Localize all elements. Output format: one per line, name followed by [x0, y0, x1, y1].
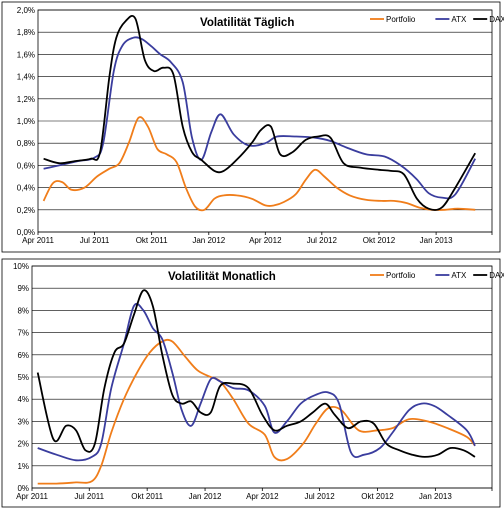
x-tick-label: Jul 2011 [80, 236, 110, 245]
legend-label-atx: ATX [451, 271, 467, 280]
series-line-dax [43, 15, 476, 211]
y-tick-label: 4% [17, 395, 29, 404]
y-tick-label: 5% [17, 373, 29, 382]
y-tick-label: 1,2% [17, 95, 35, 104]
y-tick-label: 3% [17, 417, 29, 426]
y-tick-label: 2% [17, 440, 29, 449]
series-line-portfolio [37, 338, 476, 485]
y-tick-label: 0% [17, 484, 29, 493]
y-tick-label: 6% [17, 351, 29, 360]
x-tick-label: Jul 2012 [304, 492, 335, 501]
y-tick-label: 10% [13, 262, 29, 271]
x-tick-label: Jul 2011 [74, 492, 104, 501]
legend-label-atx: ATX [451, 15, 467, 24]
monthly-volatility-chart: 0% 1% 2% 3% 4% 5% 6% 7% 8% 9% 10% Apr 2011 Jul 2011 O… [1, 258, 504, 508]
y-tick-label: 0,0% [17, 228, 35, 237]
chart-panel-monthly: 0% 1% 2% 3% 4% 5% 6% 7% 8% 9% 10% Apr 2011 Jul 2011 O… [0, 256, 504, 512]
x-tick-label: Jan 2012 [192, 236, 225, 245]
series-line-atx [43, 36, 476, 200]
x-tick-label: Apr 2011 [16, 492, 48, 501]
series-line-dax [36, 289, 476, 458]
legend-label-portfolio: Portfolio [386, 15, 416, 24]
x-tick-label: Jan 2013 [419, 492, 452, 501]
series-line-portfolio [42, 116, 476, 212]
y-tick-label: 0,6% [17, 161, 35, 170]
chart-title: Volatilität Monatlich [168, 271, 276, 283]
chart-title: Volatilität Täglich [200, 17, 294, 29]
daily-volatility-chart: 0,0% 0,2% 0,4% 0,6% 0,8% 1,0% 1,2% 1,4% 1,6% 1,8%… [1, 1, 504, 253]
x-tick-label: Apr 2011 [22, 236, 54, 245]
x-tick-label: Jan 2012 [189, 492, 222, 501]
x-tick-label: Okt 2011 [136, 236, 168, 245]
x-tick-label: Okt 2012 [361, 492, 394, 501]
x-tick-label: Jul 2012 [307, 236, 338, 245]
y-tick-label: 1,8% [17, 28, 35, 37]
series-line-atx [37, 302, 476, 462]
x-tick-label: Apr 2012 [249, 236, 282, 245]
chart-frame [1, 1, 501, 253]
y-tick-label: 9% [17, 284, 29, 293]
y-tick-label: 1% [17, 462, 29, 471]
legend-label-portfolio: Portfolio [386, 271, 416, 280]
chart-frame [1, 258, 501, 508]
legend-label-dax: DAX [489, 271, 504, 280]
y-tick-label: 0,2% [17, 206, 35, 215]
y-tick-label: 2,0% [17, 6, 35, 15]
chart-panel-daily: 0,0% 0,2% 0,4% 0,6% 0,8% 1,0% 1,2% 1,4% 1,6% 1,8%… [1, 1, 504, 253]
y-tick-label: 1,0% [17, 117, 35, 126]
y-tick-label: 1,4% [17, 73, 35, 82]
x-tick-label: Jan 2013 [420, 236, 453, 245]
y-tick-label: 7% [17, 329, 29, 338]
legend-label-dax: DAX [489, 15, 504, 24]
y-tick-label: 0,8% [17, 139, 35, 148]
x-tick-label: Apr 2012 [246, 492, 279, 501]
y-tick-label: 8% [17, 306, 29, 315]
x-tick-label: Okt 2011 [131, 492, 163, 501]
y-tick-label: 1,6% [17, 50, 35, 59]
y-tick-label: 0,4% [17, 184, 35, 193]
x-tick-label: Okt 2012 [363, 236, 396, 245]
